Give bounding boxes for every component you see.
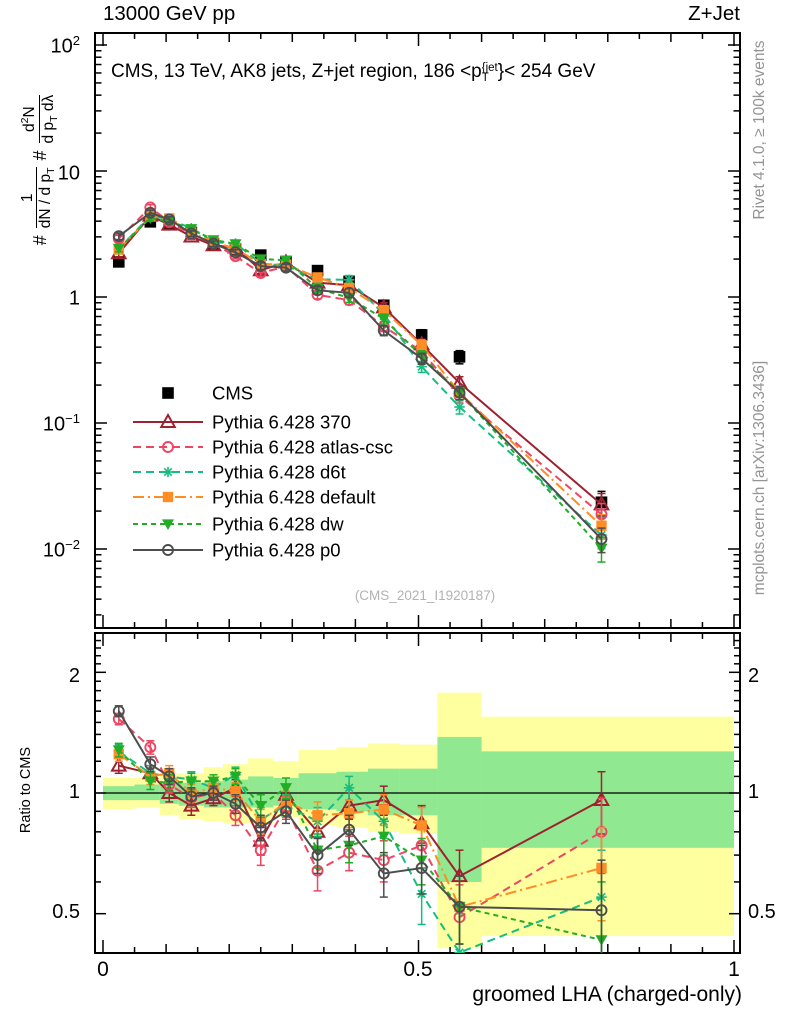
ratio-tick-05-left: 0.5 [52, 901, 80, 923]
ratio-tick-05-right: 0.5 [748, 901, 776, 923]
pt-jet-superscript: {jet T [481, 62, 498, 84]
legend-label: CMS [212, 383, 253, 404]
legend-item-pythia-6-428-atlas-csc: Pythia 6.428 atlas-csc [133, 437, 393, 458]
ratio-y-axis-label: Ratio to CMS [18, 746, 34, 834]
legend-item-pythia-6-428-dw: Pythia 6.428 dw [133, 514, 344, 535]
process-title: Z+Jet [688, 2, 740, 25]
legend-item-pythia-6-428-d6t: Pythia 6.428 d6t [133, 462, 346, 483]
legend-label: Pythia 6.428 370 [212, 412, 351, 433]
ratio-tick-2-right: 2 [748, 665, 760, 687]
series-pythia-6-428-atlas-csc-main [112, 201, 608, 529]
series-pythia-6-428-dw-ratio [112, 742, 608, 953]
ratio-tick-1-left: 1 [68, 781, 80, 803]
main-panel-frame [94, 32, 741, 629]
ytick-1e-2: 10−2 [42, 537, 80, 562]
legend: CMS Pythia 6.428 370 Pythia 6.428 atlas-cs… [133, 383, 393, 561]
uncertainty-bands [103, 692, 734, 949]
legend-item-pythia-6-428-default: Pythia 6.428 default [133, 487, 376, 508]
legend-label: Pythia 6.428 p0 [212, 540, 341, 561]
ytick-1e2: 102 [50, 33, 80, 58]
ytick-1: 1 [68, 287, 80, 310]
series-pythia-6-428-p0-main [112, 206, 608, 554]
x-axis-label: groomed LHA (charged-only) [472, 983, 742, 1006]
axis-ticks [96, 34, 739, 952]
legend-item-pythia-6-428-370: Pythia 6.428 370 [133, 412, 351, 433]
series-pythia-6-428-p0-ratio [112, 705, 608, 953]
series-pythia-6-428-dw-main [112, 213, 608, 563]
legend-label: Pythia 6.428 dw [212, 514, 344, 535]
band-green [134, 784, 160, 801]
legend-label: Pythia 6.428 default [212, 487, 376, 508]
ytick-1e1: 10 [57, 162, 80, 185]
norm-fraction: 1 dN / d pT [19, 167, 58, 229]
ratio-tick-1-right: 1 [748, 781, 760, 803]
ratio-panel-frame [94, 632, 741, 954]
legend-label: Pythia 6.428 d6t [212, 462, 346, 483]
legend-label: Pythia 6.428 atlas-csc [212, 437, 393, 458]
xtick-0: 0 [97, 958, 109, 981]
main-y-axis-label: #1 dN / d pT # d2N d pT dλ [18, 94, 60, 246]
xtick-05: 0.5 [403, 958, 433, 981]
legend-item-cms: CMS [162, 383, 253, 404]
plot-annotation: CMS, 13 TeV, AK8 jets, Z+jet region, 186… [111, 61, 596, 84]
ratio-tick-2-left: 2 [68, 665, 80, 687]
band-green [399, 768, 438, 816]
series-cms-main [112, 216, 608, 517]
observable-fraction: d2N d pT dλ [18, 94, 60, 144]
band-green [481, 751, 734, 848]
beam-title: 13000 GeV pp [103, 2, 236, 25]
analysis-watermark: (CMS_2021_I1920187) [354, 588, 496, 603]
xtick-1: 1 [728, 958, 740, 981]
ytick-1e-1: 10−1 [42, 411, 80, 436]
legend-item-pythia-6-428-p0: Pythia 6.428 p0 [133, 540, 341, 561]
mcplots-reference-label: mcplots.cern.ch [arXiv:1306.3436] [751, 360, 768, 596]
rivet-version-label: Rivet 4.1.0, ≥ 100k events [751, 40, 768, 220]
